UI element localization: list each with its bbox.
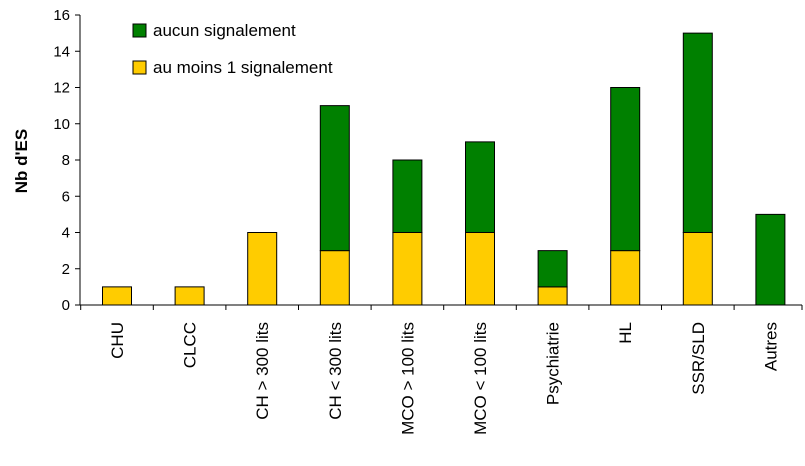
y-tick-label: 14 — [53, 43, 70, 60]
x-category-label: Psychiatrie — [544, 322, 563, 405]
x-category-label: HL — [616, 322, 635, 344]
x-categories: CHU CLCC CH > 300 lits CH < 300 lits MCO > 1… — [80, 305, 803, 435]
bar-segment — [102, 286, 132, 306]
x-category-label: Autres — [761, 322, 780, 371]
bar-segment — [610, 250, 641, 306]
bar-segment — [319, 105, 350, 252]
bar-segment — [392, 159, 423, 233]
y-ticks: 0 2 4 6 8 10 12 14 16 — [53, 7, 80, 314]
y-tick-label: 8 — [62, 152, 70, 169]
y-tick-label: 4 — [62, 225, 70, 242]
bar-segment — [682, 32, 713, 233]
x-category-label: CH < 300 lits — [326, 322, 345, 420]
bar-segment — [174, 286, 205, 306]
x-category-label: MCO > 100 lits — [398, 322, 417, 435]
y-axis-label: Nb d'ES — [12, 129, 31, 194]
bar-segment — [465, 141, 495, 233]
legend: aucun signalement au moins 1 signalement — [132, 21, 333, 77]
y-tick-label: 2 — [62, 261, 70, 278]
y-tick-label: 6 — [62, 188, 70, 205]
y-tick-label: 12 — [53, 80, 70, 97]
bar-segment — [537, 250, 568, 288]
bars-layer — [102, 32, 786, 306]
bar-segment — [247, 232, 278, 306]
bar-segment — [392, 232, 423, 306]
bar-segment — [682, 232, 713, 306]
x-category-label: CHU — [108, 322, 127, 359]
bar-segment — [610, 87, 641, 252]
bar-segment — [319, 250, 350, 306]
legend-label: aucun signalement — [153, 21, 296, 40]
legend-label: au moins 1 signalement — [153, 58, 333, 77]
y-tick-label: 16 — [53, 7, 70, 24]
y-tick-label: 0 — [62, 297, 70, 314]
x-category-label: SSR/SLD — [689, 322, 708, 395]
bar-segment — [537, 286, 568, 306]
x-category-label: CLCC — [181, 322, 200, 368]
x-category-label: CH > 300 lits — [253, 322, 272, 420]
bar-segment — [755, 213, 786, 306]
legend-swatch — [132, 23, 147, 38]
legend-swatch — [132, 60, 147, 75]
y-tick-label: 10 — [53, 116, 70, 133]
bar-segment — [465, 232, 495, 306]
x-category-label: MCO < 100 lits — [471, 322, 490, 435]
